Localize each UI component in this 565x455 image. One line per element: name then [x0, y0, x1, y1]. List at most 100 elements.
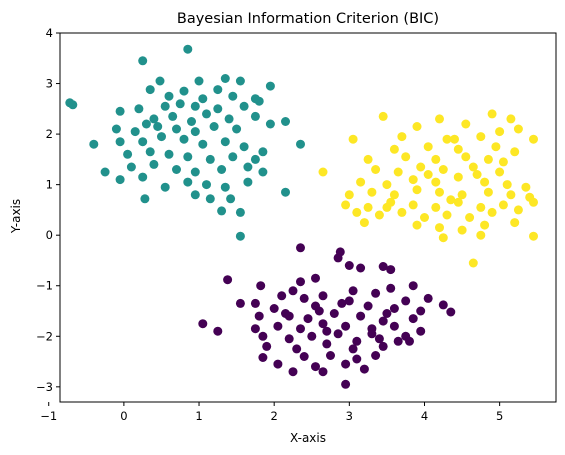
scatter-point — [397, 207, 407, 217]
scatter-point — [243, 162, 253, 172]
scatter-point — [138, 56, 148, 66]
scatter-point — [393, 167, 403, 177]
scatter-point — [329, 309, 339, 318]
scatter-point — [164, 149, 174, 159]
scatter-point — [378, 111, 388, 121]
scatter-point — [401, 152, 411, 162]
scatter-point — [213, 85, 223, 95]
y-tick-label: 4 — [46, 26, 53, 40]
scatter-point — [401, 296, 411, 306]
scatter-point — [153, 122, 163, 131]
scatter-point — [374, 334, 384, 344]
scatter-point — [258, 167, 268, 177]
y-tick-label: −3 — [36, 380, 53, 394]
scatter-point — [431, 202, 441, 212]
scatter-point — [348, 286, 358, 296]
scatter-point — [412, 122, 422, 131]
x-tick-label: 5 — [496, 409, 503, 423]
scatter-point — [472, 170, 482, 179]
scatter-point — [435, 187, 444, 197]
scatter-point — [416, 326, 426, 336]
scatter-point — [359, 364, 369, 374]
scatter-point — [299, 293, 309, 303]
scatter-point — [468, 258, 478, 268]
scatter-point — [435, 114, 444, 124]
scatter-point — [389, 304, 399, 313]
scatter-point — [209, 122, 219, 131]
scatter-point — [416, 162, 426, 172]
scatter-point — [134, 104, 144, 114]
scatter-point — [318, 291, 328, 301]
scatter-point — [115, 106, 125, 116]
scatter-point — [461, 152, 471, 162]
scatter-point — [352, 336, 362, 346]
scatter-point — [160, 182, 170, 192]
scatter-point — [416, 306, 426, 316]
x-tick-label: 1 — [195, 409, 202, 423]
scatter-point — [258, 331, 268, 341]
scatter-point — [487, 207, 497, 217]
scatter-point — [412, 185, 422, 195]
scatter-point — [483, 154, 493, 164]
scatter-point — [141, 119, 151, 129]
scatter-point — [333, 253, 343, 263]
scatter-point — [228, 152, 238, 162]
scatter-point — [175, 99, 185, 109]
scatter-point — [438, 300, 448, 310]
scatter-point — [155, 76, 165, 86]
scatter-point — [140, 194, 150, 204]
scatter-point — [348, 134, 358, 144]
scatter-point — [288, 286, 298, 296]
scatter-point — [183, 177, 193, 187]
scatter-point — [438, 233, 448, 243]
scatter-point — [431, 154, 441, 164]
scatter-point — [223, 275, 233, 285]
plot-points — [65, 44, 538, 389]
scatter-point — [190, 190, 200, 200]
scatter-point — [220, 74, 230, 83]
scatter-point — [220, 182, 230, 192]
scatter-point — [348, 344, 358, 354]
scatter-point — [296, 243, 305, 253]
scatter-point — [423, 142, 433, 152]
scatter-point — [284, 334, 294, 344]
scatter-point — [250, 324, 260, 334]
x-tick-label: 2 — [271, 409, 278, 423]
x-ticks: −1 0 1 2 3 4 5 — [40, 402, 503, 423]
y-ticks: −3 −2 −1 0 1 2 3 4 — [36, 26, 60, 394]
scatter-point — [468, 162, 478, 172]
scatter-point — [326, 351, 335, 360]
scatter-point — [502, 180, 512, 190]
scatter-point — [510, 218, 520, 228]
scatter-point — [341, 321, 351, 331]
scatter-point — [344, 261, 354, 270]
scatter-point — [190, 127, 200, 137]
scatter-point — [371, 288, 381, 298]
scatter-point — [318, 367, 328, 377]
scatter-point — [359, 218, 369, 228]
scatter-point — [344, 296, 354, 306]
scatter-point — [431, 177, 441, 187]
scatter-point — [438, 165, 448, 174]
scatter-point — [235, 231, 245, 241]
scatter-point — [250, 94, 260, 104]
scatter-point — [284, 311, 294, 321]
scatter-point — [250, 298, 260, 308]
scatter-point — [389, 190, 399, 200]
scatter-point — [378, 262, 388, 271]
scatter-point — [420, 213, 429, 222]
scatter-point — [491, 142, 501, 152]
scatter-point — [382, 309, 392, 318]
x-tick-label: 0 — [120, 409, 127, 423]
scatter-point — [341, 200, 351, 210]
scatter-point — [356, 311, 366, 321]
scatter-point — [269, 304, 279, 313]
scatter-point — [183, 152, 193, 162]
scatter-point — [476, 202, 486, 212]
scatter-point — [89, 139, 99, 149]
scatter-point — [217, 165, 227, 174]
scatter-point — [314, 306, 324, 316]
scatter-point — [495, 127, 505, 137]
y-tick-label: 2 — [46, 127, 53, 141]
scatter-point — [258, 147, 268, 157]
